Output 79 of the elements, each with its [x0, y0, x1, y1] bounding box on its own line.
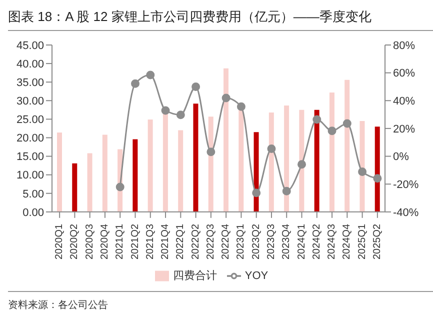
- x-tick-label: 2023Q4: [281, 223, 292, 260]
- bar: [102, 134, 108, 212]
- x-tick-label: 2020Q1: [54, 223, 66, 260]
- x-tick-label: 2020Q2: [69, 223, 80, 260]
- x-tick-label: 2022Q3: [205, 223, 216, 260]
- point: [176, 110, 185, 120]
- point: [267, 144, 276, 154]
- y-tick-label: 5.00: [22, 188, 44, 200]
- y-tick-label: 0.00: [22, 206, 44, 219]
- y-tick-label: 35.00: [16, 76, 44, 89]
- y2-tick-label: 0%: [393, 151, 410, 164]
- bar: [329, 92, 334, 212]
- point: [358, 167, 367, 176]
- x-tick-label: 2020Q4: [99, 223, 110, 260]
- bar: [299, 110, 304, 212]
- bar: [72, 163, 78, 212]
- y-tick-label: 40.00: [16, 58, 44, 70]
- point: [116, 182, 124, 192]
- point: [236, 102, 246, 111]
- x-tick-label: 2021Q1: [114, 223, 126, 260]
- bar: [178, 130, 184, 212]
- chart-title: 图表 18：A 股 12 家锂上市公司四费费用（亿元）——季度变化: [8, 8, 433, 31]
- point: [161, 106, 170, 115]
- point: [282, 186, 291, 196]
- x-tick-label: 2022Q2: [190, 223, 202, 260]
- x-tick-label: 2023Q2: [250, 223, 262, 260]
- legend-label: 四费合计: [172, 270, 217, 282]
- y2-tick-label: -40%: [393, 206, 419, 219]
- y2-tick-label: -20%: [393, 178, 419, 191]
- bar: [224, 68, 228, 212]
- x-tick-label: 2023Q3: [266, 223, 277, 260]
- y2-tick-label: 20%: [393, 123, 416, 136]
- bar: [57, 132, 62, 212]
- y-tick-label: 10.00: [16, 170, 44, 182]
- text: 资料来源：各公司公告: [8, 298, 109, 312]
- bar: [132, 139, 138, 212]
- point: [206, 148, 216, 156]
- y-tick-label: 45.00: [16, 40, 44, 52]
- x-tick-label: 2021Q3: [144, 223, 156, 260]
- point: [192, 82, 200, 91]
- x-tick-label: 2023Q1: [236, 223, 247, 260]
- y-tick-label: 15.00: [16, 151, 44, 164]
- x-tick-label: 2021Q4: [160, 223, 172, 260]
- x-tick-label: 2024Q3: [326, 223, 338, 260]
- bar: [162, 112, 168, 212]
- x-tick-label: 2025Q2: [372, 223, 383, 260]
- bar: [344, 80, 350, 212]
- bar: [314, 110, 320, 212]
- point: [252, 188, 261, 198]
- x-tick-label: 2024Q4: [342, 223, 353, 260]
- y-tick-label: 30.00: [16, 96, 44, 108]
- y-tick-label: 25.00: [16, 114, 44, 126]
- point: [298, 160, 306, 169]
- x-tick-label: 2024Q2: [311, 223, 322, 260]
- point: [373, 174, 382, 183]
- point: [342, 119, 352, 128]
- point: [312, 115, 322, 124]
- x-tick-label: 2025Q1: [356, 223, 368, 260]
- legend-label: YOY: [244, 270, 268, 282]
- y2-tick-label: 40%: [393, 96, 416, 108]
- y2-tick-label: 80%: [393, 40, 416, 52]
- bar: [374, 126, 380, 212]
- point: [328, 126, 336, 136]
- bar: [268, 112, 274, 212]
- y-tick-label: 20.00: [16, 132, 44, 145]
- bar: [284, 105, 290, 212]
- bar: [208, 116, 214, 212]
- x-tick-label: 2021Q2: [130, 223, 141, 260]
- point: [131, 79, 140, 88]
- bar: [87, 153, 92, 212]
- x-tick-label: 2024Q1: [296, 223, 308, 260]
- y2-tick-label: 60%: [393, 68, 416, 80]
- bar: [193, 104, 198, 212]
- x-tick-label: 2022Q1: [175, 223, 186, 260]
- point: [146, 70, 155, 80]
- point: [222, 94, 230, 102]
- bar: [148, 120, 153, 212]
- x-tick-label: 2022Q4: [220, 223, 232, 260]
- x-tick-label: 2020Q3: [84, 223, 96, 260]
